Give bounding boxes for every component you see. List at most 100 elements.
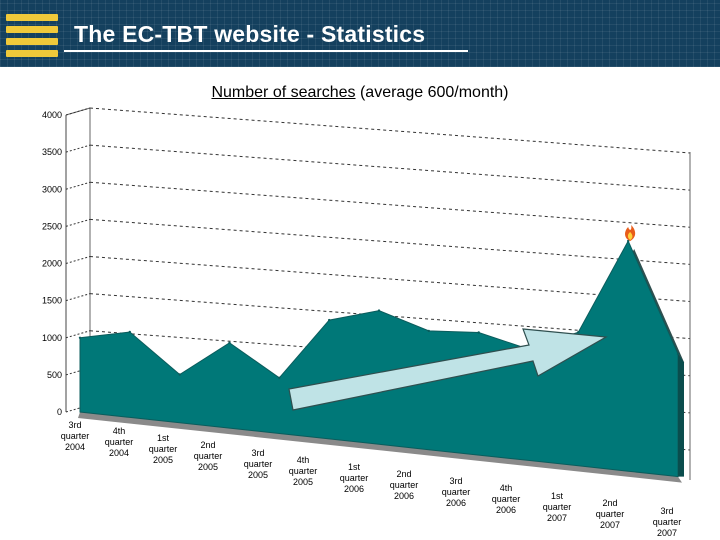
y-tick-label: 4000: [42, 110, 62, 120]
x-tick-line: 2005: [198, 462, 218, 472]
data-point: [228, 341, 231, 344]
logo-bar: [6, 14, 58, 21]
data-point: [577, 331, 580, 334]
x-tick-line: quarter: [492, 494, 521, 504]
x-tick-label: 3rd quarter 2004: [61, 420, 90, 452]
x-tick-label: 3rd quarter 2006: [442, 476, 471, 508]
y-tick-label: 2000: [42, 259, 62, 269]
x-tick-line: quarter: [194, 451, 223, 461]
logo-bar: [6, 38, 58, 45]
grid-line: [65, 144, 91, 153]
x-tick-line: 2007: [657, 528, 677, 538]
x-tick-line: 2007: [600, 520, 620, 530]
x-tick-line: 3rd: [660, 506, 673, 516]
header-pattern: [0, 0, 720, 67]
logo-icon: [6, 14, 58, 62]
logo-bar: [6, 50, 58, 57]
x-tick-line: 4th: [113, 426, 126, 436]
data-point: [328, 318, 331, 322]
x-tick-line: quarter: [596, 509, 625, 519]
subtitle-note: (average 600/month): [355, 84, 509, 101]
flame-icon: [625, 225, 636, 242]
grid-line: [65, 107, 91, 116]
x-tick-label: 2nd quarter 2007: [596, 498, 625, 530]
x-tick-line: 2005: [293, 477, 313, 487]
y-tick-label: 1500: [42, 296, 62, 306]
grid-line: [65, 293, 91, 302]
x-tick-line: 2006: [344, 484, 364, 494]
x-tick-line: 1st: [551, 491, 564, 501]
x-tick-label: 3rd quarter 2007: [653, 506, 682, 538]
x-tick-label: 1st quarter 2007: [543, 491, 572, 523]
x-tick-line: quarter: [149, 444, 178, 454]
x-tick-label: 2nd quarter 2006: [390, 469, 419, 501]
x-tick-line: 2007: [547, 513, 567, 523]
y-axis: 4000 3500 3000 2500 2000 1500 1000 500 0: [42, 110, 62, 417]
subtitle-main: Number of searches: [211, 84, 356, 101]
x-tick-line: 2006: [394, 491, 414, 501]
x-tick-line: 2006: [496, 505, 516, 515]
y-tick-label: 0: [57, 407, 62, 417]
grid-line: [65, 330, 91, 339]
data-point: [78, 336, 82, 339]
x-tick-line: 2006: [446, 498, 466, 508]
area-series: [79, 239, 679, 478]
grid-line: [65, 181, 91, 190]
x-tick-line: 2nd: [200, 440, 215, 450]
x-tick-line: 2005: [248, 470, 268, 480]
grid-line: [89, 218, 691, 265]
x-tick-line: quarter: [61, 431, 90, 441]
trend-arrow-shape: [288, 328, 608, 411]
y-tick-label: 3000: [42, 184, 62, 194]
x-tick-line: 3rd: [449, 476, 462, 486]
x-tick-line: quarter: [442, 487, 471, 497]
data-point: [278, 376, 281, 379]
page-title: The EC-TBT website - Statistics: [74, 21, 426, 47]
x-tick-line: 2nd: [602, 498, 617, 508]
y-tick-label: 2500: [42, 221, 62, 231]
grid-line: [65, 256, 91, 264]
data-point: [377, 309, 381, 312]
x-tick-line: 2004: [109, 448, 129, 458]
x-tick-line: 3rd: [251, 448, 264, 458]
x-tick-label: 3rd quarter 2005: [244, 448, 273, 480]
x-tick-line: quarter: [543, 502, 572, 512]
grid-line: [89, 181, 691, 228]
x-tick-line: 1st: [157, 433, 170, 443]
data-point: [477, 331, 480, 334]
x-tick-line: quarter: [390, 480, 419, 490]
header-bar: The EC-TBT website - Statistics: [0, 0, 720, 67]
area-floor: [78, 412, 682, 483]
title-underline: [64, 50, 468, 52]
x-tick-line: quarter: [340, 473, 369, 483]
grid-line: [89, 256, 691, 302]
data-point: [178, 373, 181, 376]
grid-line: [89, 107, 691, 154]
x-tick-label: 1st quarter 2005: [149, 433, 178, 465]
trend-arrow: [288, 328, 608, 411]
x-tick-line: quarter: [289, 466, 318, 476]
x-tick-line: 2nd: [396, 469, 411, 479]
data-point: [128, 330, 131, 334]
chart-subtitle: Number of searches (average 600/month): [0, 84, 720, 102]
data-point: [427, 329, 430, 333]
x-tick-label: 4th quarter 2005: [289, 455, 318, 487]
data-point: [676, 352, 680, 356]
chart-area: [78, 239, 684, 483]
x-tick-line: 2005: [153, 455, 173, 465]
x-tick-label: 4th quarter 2004: [105, 426, 134, 458]
x-tick-label: 4th quarter 2006: [492, 483, 521, 515]
logo-bar: [6, 26, 58, 33]
x-tick-line: 3rd: [68, 420, 81, 430]
x-tick-line: 2004: [65, 442, 85, 452]
y-tick-label: 1000: [42, 333, 62, 343]
x-tick-label: 1st quarter 2006: [340, 462, 369, 494]
x-tick-label: 2nd quarter 2005: [194, 440, 223, 472]
x-tick-line: quarter: [105, 437, 134, 447]
area-end-face: [678, 354, 684, 477]
flame-inner: [627, 232, 633, 241]
x-tick-line: 4th: [297, 455, 310, 465]
x-tick-line: quarter: [244, 459, 273, 469]
